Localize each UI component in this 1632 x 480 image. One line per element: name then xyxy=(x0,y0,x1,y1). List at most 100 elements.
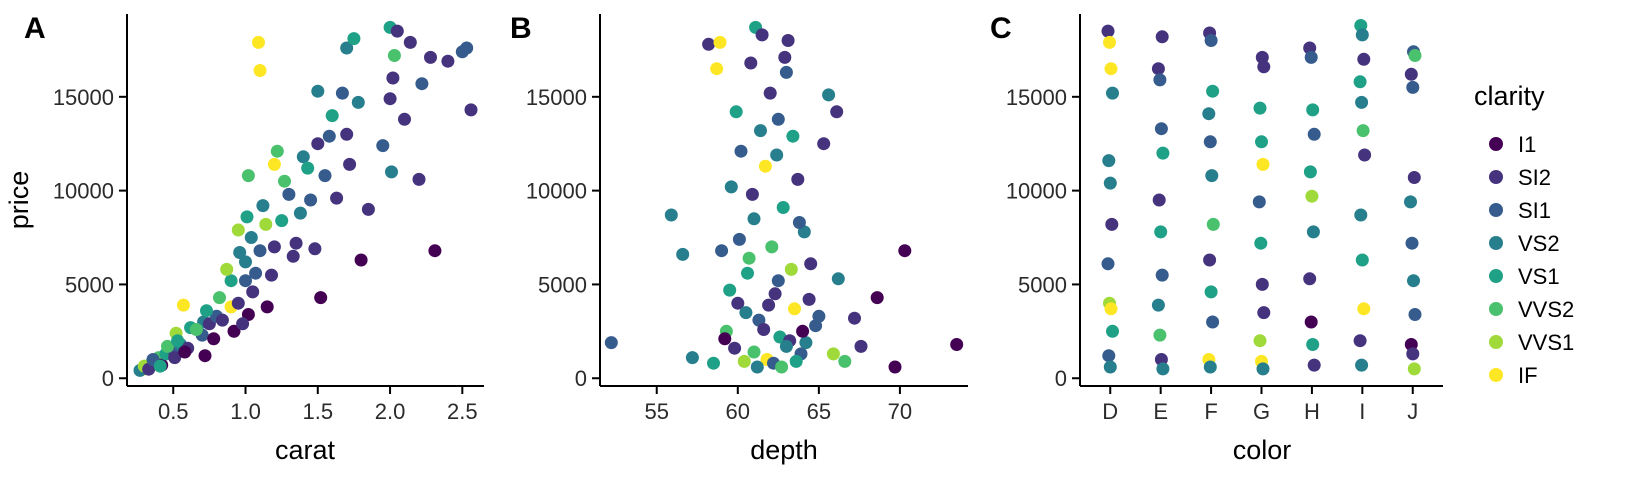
x-tick-label: E xyxy=(1153,399,1168,424)
data-point-vs1 xyxy=(275,214,289,228)
data-point-vs1 xyxy=(1255,135,1268,149)
data-point-if xyxy=(1256,157,1270,171)
x-tick-label: H xyxy=(1304,399,1320,424)
data-point-vs1 xyxy=(1306,338,1320,351)
x-tick-label: G xyxy=(1253,399,1270,424)
data-point-i1 xyxy=(314,291,328,305)
x-tick-label: 1.0 xyxy=(230,399,261,424)
data-point-si2 xyxy=(1203,253,1217,267)
data-point-si2 xyxy=(745,187,759,201)
data-point-vvs2 xyxy=(742,251,756,265)
data-point-if xyxy=(713,35,727,49)
data-point-vvs2 xyxy=(189,323,203,336)
data-point-si1 xyxy=(376,139,390,153)
data-point-si2 xyxy=(1303,272,1317,286)
data-point-si2 xyxy=(763,86,777,100)
data-point-si2 xyxy=(286,249,300,263)
panel-b-x-ticks: 55 60 65 70 xyxy=(644,386,912,424)
data-point-i1 xyxy=(718,332,732,346)
data-point-si2 xyxy=(265,268,278,282)
data-point-vs2 xyxy=(724,180,738,194)
data-point-si2 xyxy=(1404,67,1418,81)
data-point-si1 xyxy=(771,112,785,126)
data-point-si2 xyxy=(702,37,716,51)
data-point-vs1 xyxy=(707,356,720,370)
data-point-vvs2 xyxy=(387,49,401,62)
data-point-vs2 xyxy=(233,246,247,259)
data-point-vs2 xyxy=(239,255,252,269)
data-point-si1 xyxy=(792,216,806,229)
data-point-si1 xyxy=(318,169,332,183)
data-point-vs1 xyxy=(729,105,743,119)
data-point-vs1 xyxy=(1353,75,1367,89)
y-tick-label: 15000 xyxy=(53,85,114,110)
data-point-i1 xyxy=(198,349,212,363)
legend-label-vvs2: VVS2 xyxy=(1518,297,1574,322)
data-point-si2 xyxy=(1407,171,1421,184)
data-point-si1 xyxy=(779,65,793,79)
panel-a-x-title: carat xyxy=(275,435,336,465)
data-point-si2 xyxy=(757,323,771,336)
data-point-vs1 xyxy=(1106,324,1119,338)
panel-a-tag: A xyxy=(24,12,46,45)
data-point-vs2 xyxy=(739,306,753,320)
data-point-i1 xyxy=(227,324,241,338)
data-point-vs2 xyxy=(770,148,784,162)
panel-c: C D E F G H I J 0 5000 10000 15000 color xyxy=(990,12,1443,465)
data-point-si2 xyxy=(267,240,281,254)
data-point-si2 xyxy=(403,35,417,49)
data-point-i1 xyxy=(241,308,255,321)
data-point-vvs2 xyxy=(161,339,174,353)
data-point-si2 xyxy=(361,202,375,216)
data-point-si2 xyxy=(781,34,795,47)
data-point-vs2 xyxy=(1306,225,1320,239)
data-point-vs1 xyxy=(723,283,737,297)
data-point-vs1 xyxy=(773,330,787,344)
data-point-si2 xyxy=(412,172,426,186)
panel-b: B 55 60 65 70 0 5000 10000 15000 depth xyxy=(510,12,968,465)
panel-a-x-ticks: 0.5 1.0 1.5 2.0 2.5 xyxy=(158,386,478,424)
legend: clarity I1 SI2 SI1 VS2 VS1 VVS2 VVS1 IF xyxy=(1474,81,1574,388)
data-point-si2 xyxy=(311,137,325,151)
data-point-vvs2 xyxy=(775,360,789,374)
data-point-si2 xyxy=(168,351,182,365)
data-point-si1 xyxy=(253,244,267,258)
x-tick-label: I xyxy=(1359,399,1365,424)
x-tick-label: 2.5 xyxy=(447,399,478,424)
data-point-si2 xyxy=(1257,60,1271,74)
data-point-vs1 xyxy=(171,334,185,348)
data-point-if xyxy=(1357,302,1371,316)
data-point-vvs1 xyxy=(220,262,234,276)
data-point-si2 xyxy=(231,296,245,310)
data-point-vs1 xyxy=(1204,285,1218,299)
data-point-i1 xyxy=(950,338,964,351)
data-point-si2 xyxy=(755,28,769,42)
data-point-vs2 xyxy=(1355,358,1369,372)
data-point-vs2 xyxy=(311,84,325,98)
data-point-si2 xyxy=(1151,62,1165,76)
panel-a-plot xyxy=(133,20,478,377)
legend-title: clarity xyxy=(1474,81,1545,111)
data-point-si2 xyxy=(308,242,322,256)
data-point-vs1 xyxy=(789,354,803,368)
data-point-si2 xyxy=(762,298,776,312)
data-point-si1 xyxy=(460,41,474,55)
data-point-vs2 xyxy=(685,351,699,365)
data-point-vvs2 xyxy=(1206,217,1220,231)
data-point-si2 xyxy=(236,317,250,331)
data-point-si1 xyxy=(771,274,785,288)
legend-label-vs1: VS1 xyxy=(1518,264,1560,289)
data-point-i1 xyxy=(178,345,192,359)
legend-swatch-vs2 xyxy=(1489,236,1503,250)
data-point-si1 xyxy=(239,274,252,288)
data-point-si2 xyxy=(1357,52,1371,66)
data-point-si1 xyxy=(1405,236,1419,250)
data-point-si2 xyxy=(817,137,831,151)
data-point-si1 xyxy=(1204,34,1218,47)
data-point-si1 xyxy=(322,129,336,143)
data-point-si1 xyxy=(1304,50,1318,64)
data-point-vs2 xyxy=(676,247,690,261)
data-point-vs1 xyxy=(1206,84,1220,98)
